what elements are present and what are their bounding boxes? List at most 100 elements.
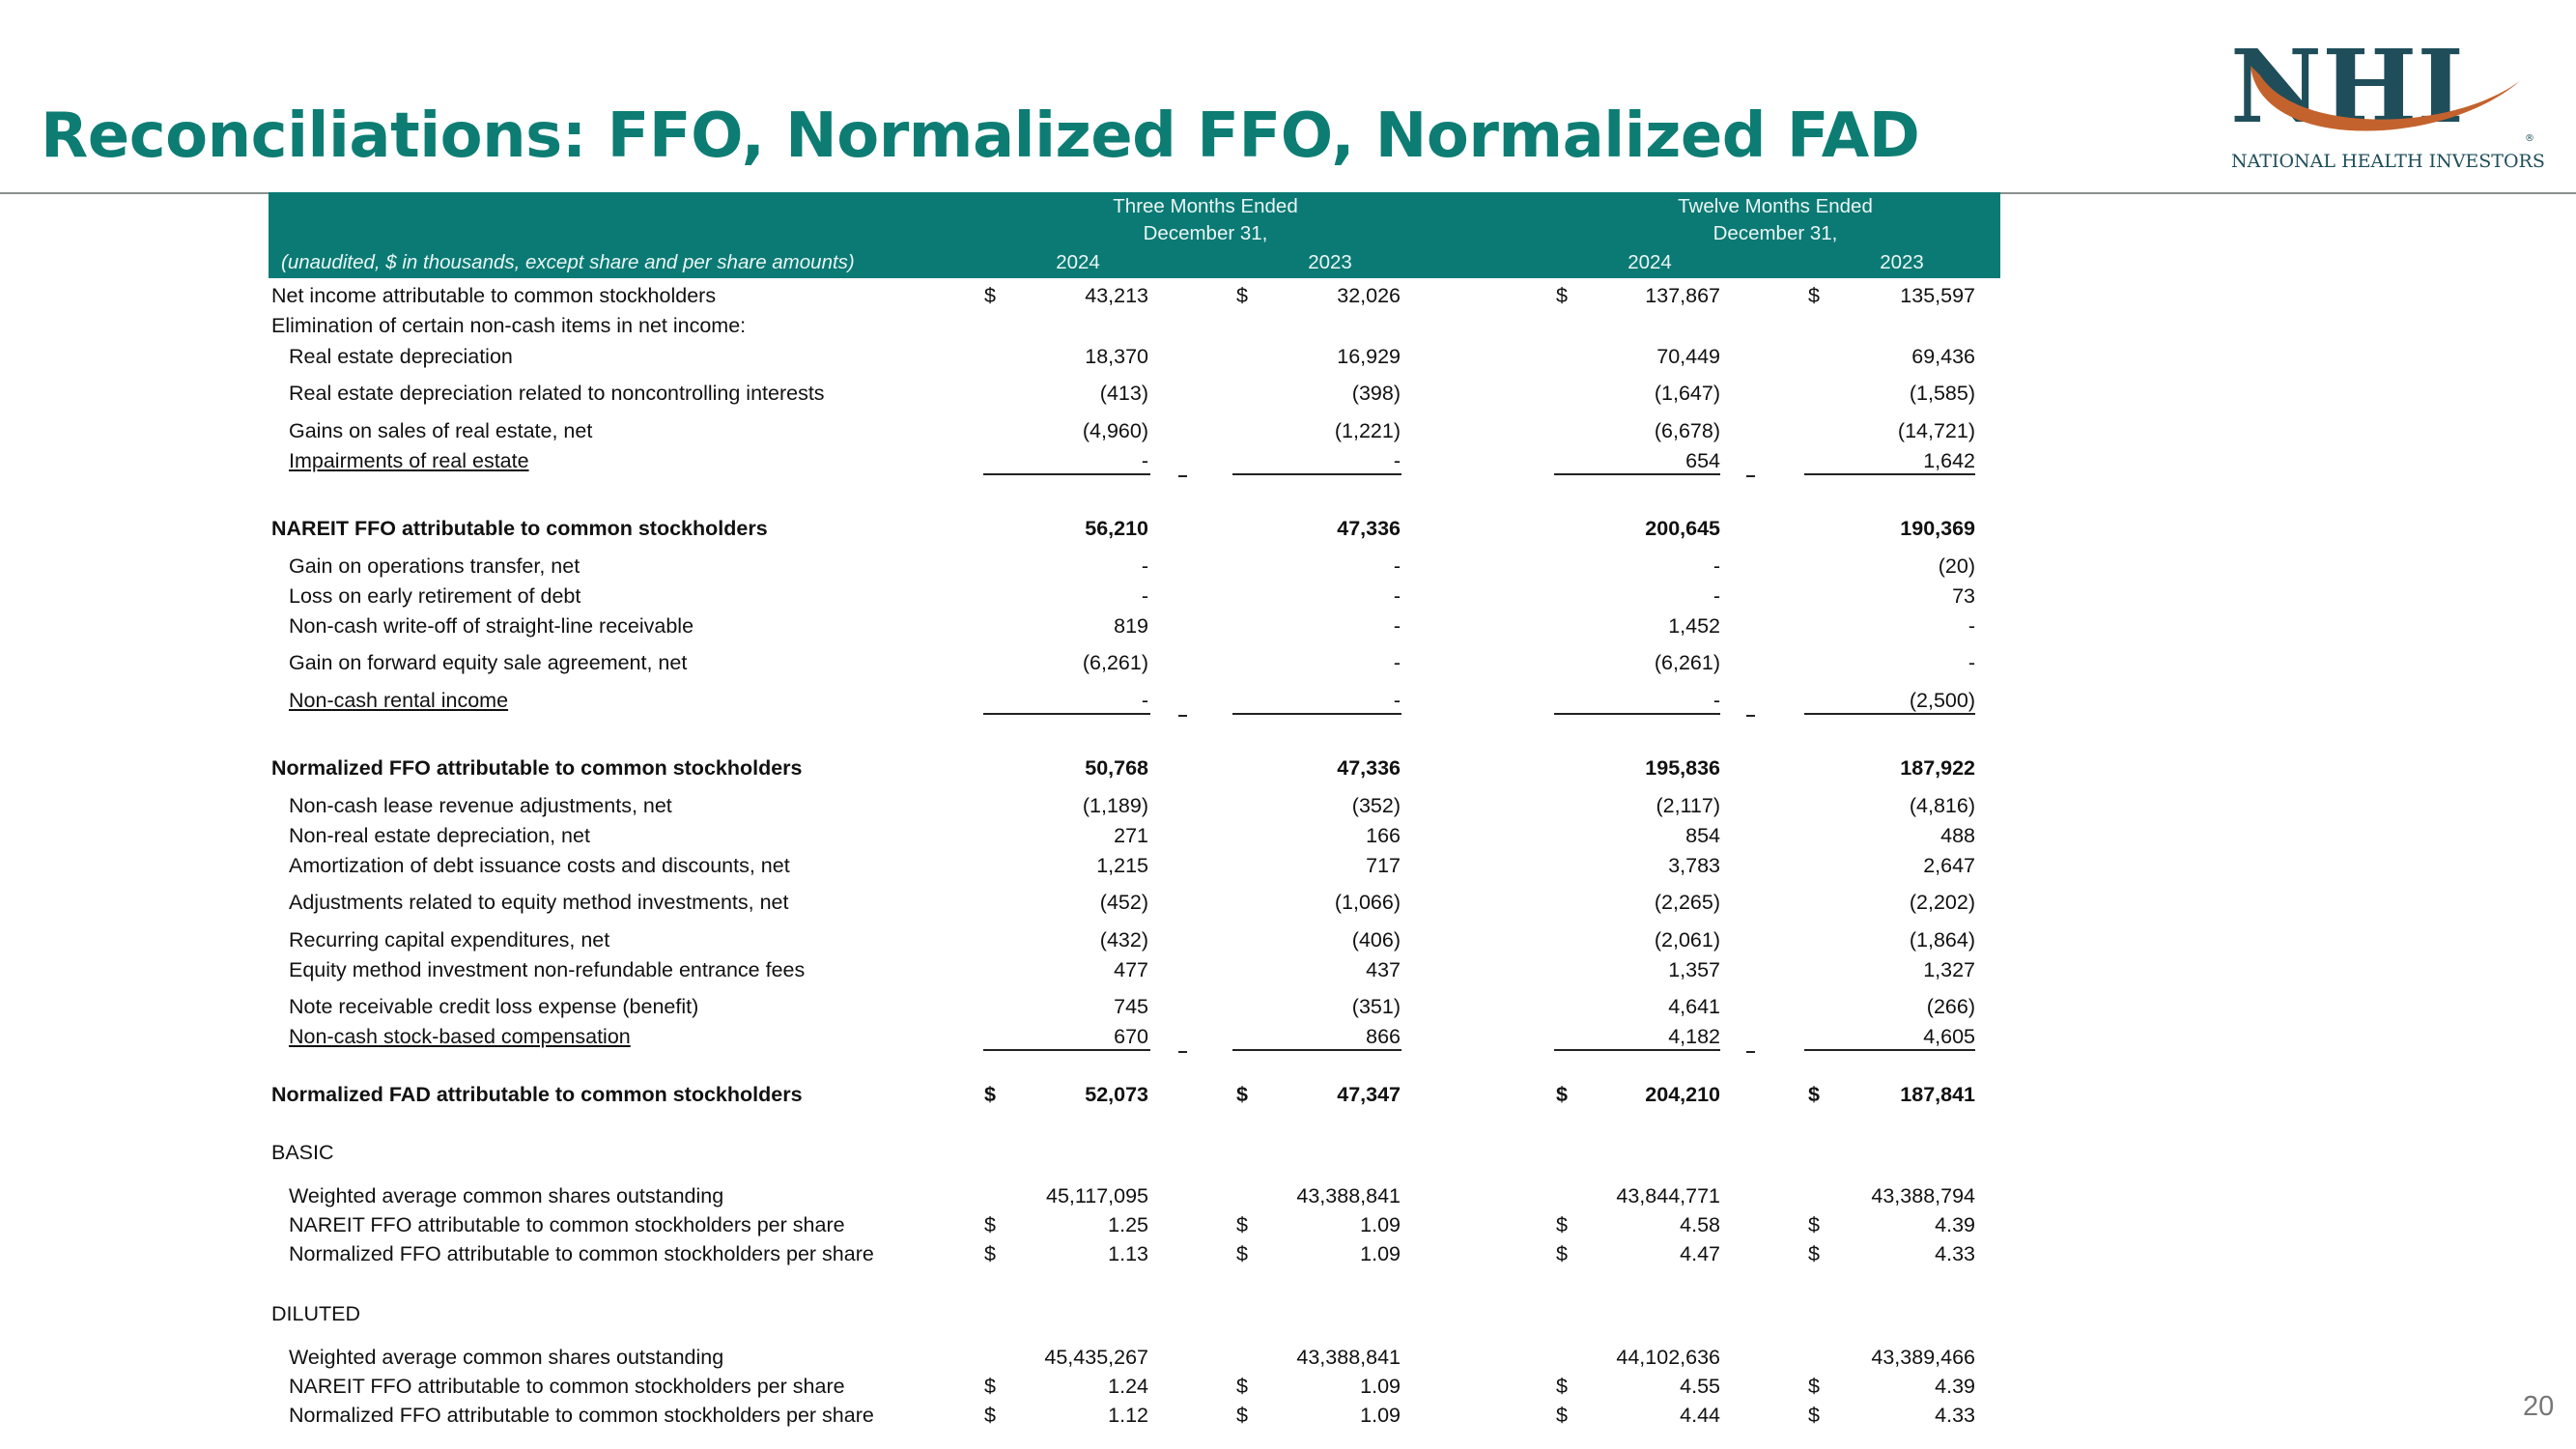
cell-value: 204,210 bbox=[1645, 1083, 1720, 1106]
header-three-months: Three Months Ended bbox=[1113, 195, 1298, 217]
cell-value: 1,327 bbox=[1923, 958, 1975, 981]
cell-value: 44,102,636 bbox=[1616, 1346, 1720, 1369]
cell-value: 52,073 bbox=[1085, 1083, 1148, 1106]
row-label: NAREIT FFO attributable to common stockh… bbox=[289, 1213, 845, 1236]
cell-value: 1.09 bbox=[1360, 1375, 1401, 1398]
cell-value: - bbox=[1713, 689, 1720, 712]
cell-value: (398) bbox=[1351, 382, 1401, 405]
row-label: Normalized FAD attributable to common st… bbox=[271, 1083, 803, 1106]
page-title: Reconciliations: FFO, Normalized FFO, No… bbox=[41, 100, 1920, 172]
logo-subtitle: NATIONAL HEALTH INVESTORS bbox=[2231, 151, 2545, 172]
row-label: Impairments of real estate bbox=[289, 449, 529, 472]
cell-value: - bbox=[1141, 554, 1148, 578]
dollar-sign: $ bbox=[1808, 1375, 1820, 1398]
cell-value: 200,645 bbox=[1645, 517, 1720, 540]
cell-value: (6,261) bbox=[1654, 651, 1720, 674]
cell-value: 4.55 bbox=[1680, 1375, 1720, 1398]
cell-value: 166 bbox=[1366, 824, 1401, 847]
cell-value: 717 bbox=[1366, 854, 1401, 877]
cell-value: 43,388,794 bbox=[1871, 1184, 1975, 1208]
subtotal-rule bbox=[1232, 473, 1401, 475]
cell-value: (2,202) bbox=[1909, 891, 1975, 914]
table-row: Equity method investment non-refundable … bbox=[269, 955, 2000, 984]
cell-value: 135,597 bbox=[1900, 284, 1975, 307]
cell-value: (4,816) bbox=[1909, 794, 1975, 817]
subtotal-rule bbox=[1554, 713, 1720, 715]
row-label: Non-cash write-off of straight-line rece… bbox=[289, 614, 694, 638]
cell-value: (2,265) bbox=[1654, 891, 1720, 914]
subtotal-rule bbox=[983, 713, 1150, 715]
cell-value: - bbox=[1393, 584, 1401, 608]
cell-value: 819 bbox=[1114, 614, 1148, 638]
subtotal-rule bbox=[1804, 473, 1975, 475]
cell-value: (1,647) bbox=[1654, 382, 1720, 405]
cell-value: 4.47 bbox=[1680, 1242, 1720, 1265]
cell-value: (20) bbox=[1938, 554, 1975, 578]
cell-value: 47,347 bbox=[1337, 1083, 1401, 1106]
cell-value: (4,960) bbox=[1082, 419, 1148, 442]
table-row: NAREIT FFO attributable to common stockh… bbox=[269, 514, 2000, 543]
header-year: 2024 bbox=[1628, 251, 1672, 273]
cell-value: 4,182 bbox=[1668, 1025, 1720, 1048]
cell-value: (406) bbox=[1351, 928, 1401, 952]
cell-value: 69,436 bbox=[1911, 345, 1975, 368]
subtotal-rule bbox=[983, 1049, 1150, 1051]
cell-value: 1.09 bbox=[1360, 1404, 1401, 1427]
cell-value: (432) bbox=[1099, 928, 1148, 952]
subtotal-rule bbox=[1232, 1049, 1401, 1051]
table-row: Non-cash lease revenue adjustments, net (… bbox=[269, 791, 2000, 820]
table-row: Real estate depreciation related to nonc… bbox=[269, 379, 2000, 408]
table-row: Normalized FAD attributable to common st… bbox=[269, 1080, 2000, 1109]
cell-value: 4.58 bbox=[1680, 1213, 1720, 1236]
table-row: Gains on sales of real estate, net (4,960… bbox=[269, 416, 2000, 445]
row-label: Adjustments related to equity method inv… bbox=[289, 891, 789, 914]
dollar-sign: $ bbox=[1808, 1242, 1820, 1265]
dollar-sign: $ bbox=[1236, 284, 1248, 307]
cell-value: 43,844,771 bbox=[1616, 1184, 1720, 1208]
dollar-sign: $ bbox=[984, 1213, 996, 1236]
rule-tick bbox=[1746, 1051, 1755, 1053]
row-label: NAREIT FFO attributable to common stockh… bbox=[271, 517, 768, 540]
cell-value: 654 bbox=[1685, 449, 1720, 472]
cell-value: - bbox=[1141, 584, 1148, 608]
table-row: Normalized FFO attributable to common st… bbox=[269, 1401, 2000, 1430]
header-year: 2023 bbox=[1880, 251, 1924, 273]
cell-value: (2,117) bbox=[1656, 794, 1720, 817]
cell-value: 16,929 bbox=[1337, 345, 1401, 368]
cell-value: 70,449 bbox=[1656, 345, 1720, 368]
cell-value: (1,585) bbox=[1909, 382, 1975, 405]
cell-value: 47,336 bbox=[1337, 756, 1401, 780]
table-row: DILUTED bbox=[269, 1299, 2000, 1328]
table-row: Impairments of real estate - - 654 1,642 bbox=[269, 446, 2000, 477]
table-row: Non-cash write-off of straight-line rece… bbox=[269, 611, 2000, 640]
cell-value: - bbox=[1141, 449, 1148, 472]
logo-swoosh bbox=[2250, 66, 2521, 131]
row-label: Net income attributable to common stockh… bbox=[271, 284, 717, 307]
row-label: Non-cash lease revenue adjustments, net bbox=[289, 794, 672, 817]
cell-value: 73 bbox=[1952, 584, 1975, 608]
cell-value: 2,647 bbox=[1923, 854, 1975, 877]
cell-value: (1,189) bbox=[1082, 794, 1148, 817]
cell-value: 45,117,095 bbox=[1045, 1184, 1148, 1208]
table-row: Non-real estate depreciation, net 271 166 8… bbox=[269, 821, 2000, 850]
subtotal-rule bbox=[983, 473, 1150, 475]
cell-value: 4.33 bbox=[1935, 1404, 1975, 1427]
rule-tick bbox=[1746, 715, 1755, 717]
cell-value: - bbox=[1713, 554, 1720, 578]
table-row: Gain on operations transfer, net - - - (20) bbox=[269, 552, 2000, 581]
subtotal-rule bbox=[1804, 713, 1975, 715]
nhi-logo: NHI NATIONAL HEALTH INVESTORS ® bbox=[2222, 27, 2555, 182]
header-twelve-months: Twelve Months Ended bbox=[1678, 195, 1873, 217]
cell-value: - bbox=[1393, 554, 1401, 578]
dollar-sign: $ bbox=[1236, 1083, 1248, 1106]
cell-value: 854 bbox=[1685, 824, 1720, 847]
row-label: Gains on sales of real estate, net bbox=[289, 419, 593, 442]
registered-mark: ® bbox=[2525, 133, 2534, 144]
cell-value: 1.12 bbox=[1108, 1404, 1148, 1427]
row-label: Non-cash stock-based compensation bbox=[289, 1025, 631, 1048]
header-december-2: December 31, bbox=[1713, 222, 1838, 244]
row-label: BASIC bbox=[271, 1141, 334, 1164]
rule-tick bbox=[1178, 715, 1187, 717]
cell-value: - bbox=[1713, 584, 1720, 608]
cell-value: (6,261) bbox=[1082, 651, 1148, 674]
